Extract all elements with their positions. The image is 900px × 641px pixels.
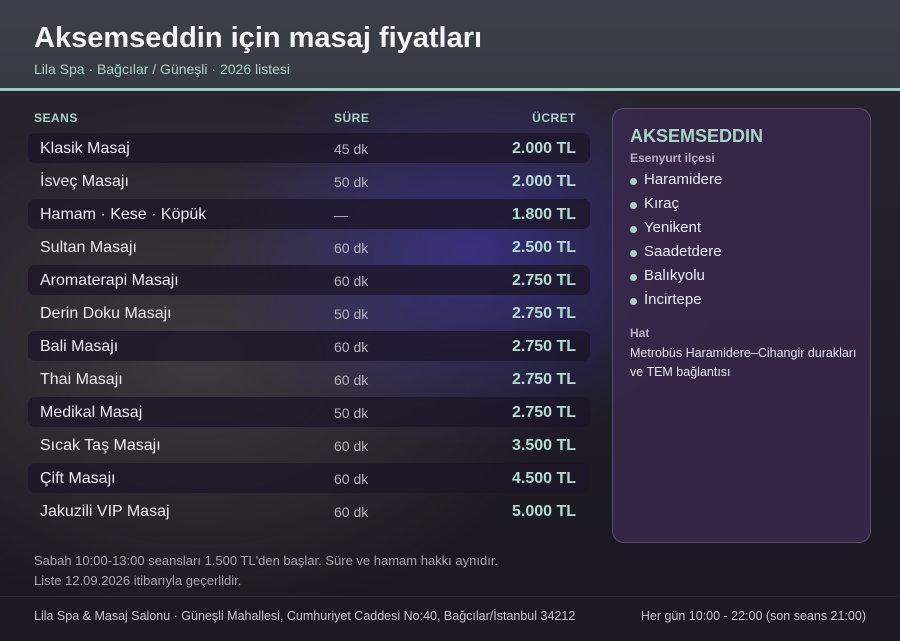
session-name: Jakuzili VIP Masaj — [40, 503, 170, 520]
transit-line-1: Metrobüs Haramidere–Cihangir durakları — [630, 346, 857, 360]
table-row: Hamam · Kese · Köpük — 1.800 TL — [28, 198, 592, 231]
session-price: 4.500 TL — [511, 470, 576, 487]
bullet-icon — [630, 226, 637, 233]
session-price: 2.750 TL — [511, 371, 576, 388]
session-price: 2.000 TL — [511, 173, 576, 190]
bullet-icon — [630, 250, 637, 257]
table-row: Medikal Masaj 50 dk 2.750 TL — [28, 396, 592, 429]
session-price: 2.500 TL — [511, 239, 576, 256]
session-duration: — — [334, 207, 348, 223]
session-price: 1.800 TL — [511, 206, 576, 223]
session-price: 3.500 TL — [511, 437, 576, 454]
place-name: Yenikent — [644, 219, 701, 236]
session-duration: 60 dk — [334, 504, 369, 520]
table-row: Derin Doku Masajı 50 dk 2.750 TL — [28, 297, 592, 330]
session-name: Sıcak Taş Masajı — [40, 437, 161, 454]
transit-label: Hat — [630, 326, 650, 340]
column-header-price: ÜCRET — [532, 111, 576, 125]
session-price: 2.750 TL — [511, 305, 576, 322]
session-duration: 60 dk — [334, 471, 369, 487]
session-name: Derin Doku Masajı — [40, 305, 172, 322]
session-duration: 60 dk — [334, 372, 369, 388]
session-duration: 50 dk — [334, 174, 369, 190]
transit-line-2: ve TEM bağlantısı — [630, 365, 731, 379]
place-name: Kıraç — [644, 195, 680, 212]
session-duration: 60 dk — [334, 273, 369, 289]
footer-address: Lila Spa & Masaj Salonu · Güneşli Mahall… — [34, 609, 576, 623]
session-duration: 50 dk — [334, 306, 369, 322]
bullet-icon — [630, 202, 637, 209]
page-header: Aksemseddin için masaj fiyatları Lila Sp… — [0, 0, 900, 91]
session-price: 2.750 TL — [511, 404, 576, 421]
session-duration: 50 dk — [334, 405, 369, 421]
session-price: 2.750 TL — [511, 338, 576, 355]
session-name: Klasik Masaj — [40, 140, 130, 157]
session-name: Medikal Masaj — [40, 404, 143, 421]
column-header-session: SEANS — [34, 111, 78, 125]
session-name: Hamam · Kese · Köpük — [40, 206, 207, 223]
table-row: Klasik Masaj 45 dk 2.000 TL — [28, 132, 592, 165]
place-name: Haramidere — [644, 171, 723, 188]
session-name: Aromaterapi Masajı — [40, 272, 179, 289]
page-footer: Lila Spa & Masaj Salonu · Güneşli Mahall… — [0, 596, 900, 641]
page-subtitle: Lila Spa · Bağcılar / Güneşli · 2026 lis… — [34, 61, 291, 77]
session-name: Sultan Masajı — [40, 239, 137, 256]
table-row: Thai Masajı 60 dk 2.750 TL — [28, 363, 592, 396]
table-row: İsveç Masajı 50 dk 2.000 TL — [28, 165, 592, 198]
footer-hours: Her gün 10:00 - 22:00 (son seans 21:00) — [640, 609, 866, 623]
table-row: Aromaterapi Masajı 60 dk 2.750 TL — [28, 264, 592, 297]
session-name: Bali Masajı — [40, 338, 119, 355]
session-duration: 45 dk — [334, 141, 369, 157]
session-duration: 60 dk — [334, 438, 369, 454]
panel-district: Esenyurt ilçesi — [630, 151, 715, 165]
district-panel: AKSEMSEDDIN Esenyurt ilçesi Haramidere Kı… — [612, 108, 871, 543]
session-price: 5.000 TL — [511, 503, 576, 520]
table-row: Bali Masajı 60 dk 2.750 TL — [28, 330, 592, 363]
panel-title: AKSEMSEDDIN — [630, 126, 764, 146]
session-price: 2.750 TL — [511, 272, 576, 289]
bullet-icon — [630, 178, 637, 185]
session-duration: 60 dk — [334, 339, 369, 355]
morning-note: Sabah 10:00-13:00 seansları 1.500 TL'den… — [34, 553, 499, 568]
session-price: 2.000 TL — [511, 140, 576, 157]
place-name: İncirtepe — [644, 291, 702, 308]
session-name: Çift Masajı — [40, 470, 116, 487]
session-name: İsveç Masajı — [40, 173, 129, 190]
table-row: Çift Masajı 60 dk 4.500 TL — [28, 462, 592, 495]
table-row: Sıcak Taş Masajı 60 dk 3.500 TL — [28, 429, 592, 462]
place-name: Balıkyolu — [644, 267, 705, 284]
session-name: Thai Masajı — [40, 371, 123, 388]
table-row: Sultan Masajı 60 dk 2.500 TL — [28, 231, 592, 264]
table-row: Jakuzili VIP Masaj 60 dk 5.000 TL — [28, 495, 592, 528]
place-name: Saadetdere — [644, 243, 722, 260]
page-title: Aksemseddin için masaj fiyatları — [34, 22, 483, 54]
bullet-icon — [630, 274, 637, 281]
bullet-icon — [630, 298, 637, 305]
price-table: Klasik Masaj 45 dk 2.000 TL İsveç Masajı 50 … — [28, 132, 592, 528]
session-duration: 60 dk — [334, 240, 369, 256]
validity-note: Liste 12.09.2026 itibarıyla geçerlidir. — [34, 573, 242, 588]
column-header-duration: SÜRE — [334, 111, 370, 125]
